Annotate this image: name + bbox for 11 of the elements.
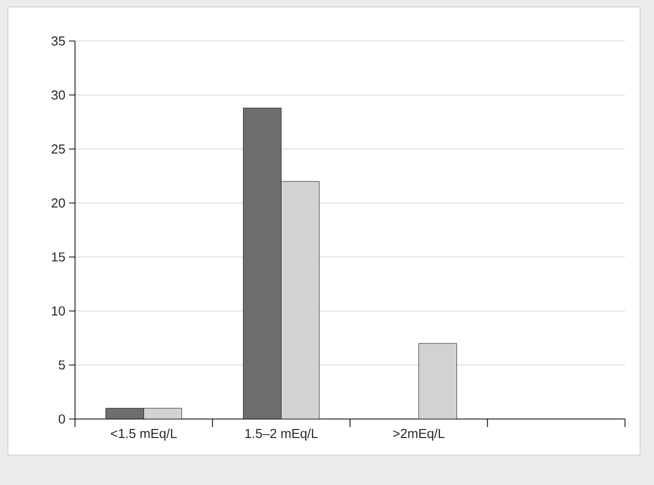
y-tick-label: 5 — [58, 360, 65, 370]
y-tick-label: 35 — [52, 36, 65, 46]
y-tick-label: 20 — [52, 198, 65, 208]
y-tick-label: 30 — [52, 90, 65, 100]
y-tick-label: 15 — [52, 252, 65, 262]
x-tick-label: 1.5–2 mEq/L — [245, 428, 318, 441]
y-tick-label: 0 — [58, 414, 65, 424]
x-tick-label: <1.5 mEq/L — [110, 428, 177, 441]
x-tick-label: >2mEq/L — [393, 428, 445, 441]
y-tick-label: 25 — [52, 144, 65, 154]
y-tick-label: 10 — [52, 306, 65, 316]
